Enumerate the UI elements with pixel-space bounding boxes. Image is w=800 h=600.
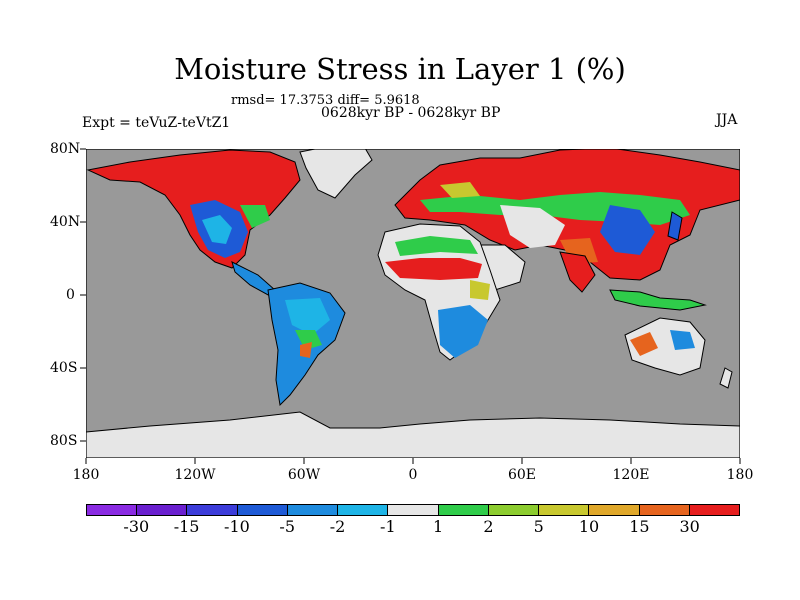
africa-sahel-band	[385, 258, 482, 280]
lat-tick-label: 80N	[50, 141, 81, 157]
indonesia	[609, 289, 707, 311]
colorbar-label: 10	[578, 517, 600, 536]
antarctica	[86, 411, 740, 458]
lon-tick-label: 120W	[174, 467, 216, 483]
asia-yellow-band	[440, 182, 480, 198]
sa-green-region	[295, 330, 322, 350]
lat-tick-label: 0	[66, 287, 75, 303]
colorbar-label: 15	[629, 517, 650, 536]
colorbar-box	[187, 505, 238, 515]
colorbar-box	[388, 505, 439, 515]
season-label: JJA	[716, 112, 738, 128]
colorbar-box	[338, 505, 389, 515]
asia-blue-core	[600, 205, 655, 255]
lon-tick-label: 180	[726, 467, 754, 483]
africa-yellow-east	[470, 280, 490, 300]
colorbar-label: 1	[433, 517, 444, 536]
lon-tick-label: 60E	[507, 467, 537, 483]
colorbar-box	[539, 505, 590, 515]
lat-tick-label: 40S	[50, 360, 78, 376]
colorbar-label: -5	[279, 517, 296, 536]
lat-tick-label: 40N	[50, 214, 81, 230]
colorbar-label: -2	[329, 517, 346, 536]
colorbar-box	[287, 505, 339, 515]
na-green-band	[240, 205, 270, 228]
colorbar	[86, 504, 740, 516]
lon-tick-label: 60W	[287, 467, 321, 483]
colorbar-box	[438, 505, 489, 515]
rmsd-diff-stats: rmsd= 17.3753 diff= 5.9618	[231, 93, 420, 108]
experiment-label: Expt = teVuZ-teVtZ1	[82, 115, 231, 131]
colorbar-box	[237, 505, 288, 515]
lon-tick-label: 180	[72, 467, 100, 483]
colorbar-box	[589, 505, 640, 515]
japan	[667, 211, 683, 241]
lon-tick-label: 0	[408, 467, 418, 483]
colorbar-box	[689, 505, 740, 515]
colorbar-label: 30	[679, 517, 700, 536]
asia-central-neutral	[500, 205, 565, 248]
na-southwest-light	[202, 215, 232, 244]
colorbar-box	[137, 505, 188, 515]
colorbar-label: -15	[173, 517, 200, 536]
greenland	[299, 149, 373, 199]
australia-blue	[670, 330, 695, 350]
new-zealand	[719, 367, 733, 389]
colorbar-label: -1	[380, 517, 396, 536]
africa-green-band	[395, 236, 478, 256]
sa-light-region	[285, 298, 330, 335]
colorbar-label: 5	[533, 517, 544, 536]
colorbar-label: -30	[123, 517, 150, 536]
lat-tick-label: 80S	[50, 433, 78, 449]
colorbar-box	[87, 505, 138, 515]
colorbar-label: -10	[224, 517, 250, 536]
period-label: 0628kyr BP - 0628kyr BP	[321, 105, 501, 121]
africa-blue-south	[438, 305, 488, 358]
lon-tick-label: 120E	[612, 467, 650, 483]
australia-orange	[630, 332, 658, 356]
colorbar-box	[488, 505, 540, 515]
sa-red-spot	[300, 342, 312, 358]
colorbar-box	[639, 505, 690, 515]
map-title: Moisture Stress in Layer 1 (%)	[174, 52, 626, 86]
colorbar-label: 2	[483, 517, 494, 536]
india	[559, 251, 596, 293]
